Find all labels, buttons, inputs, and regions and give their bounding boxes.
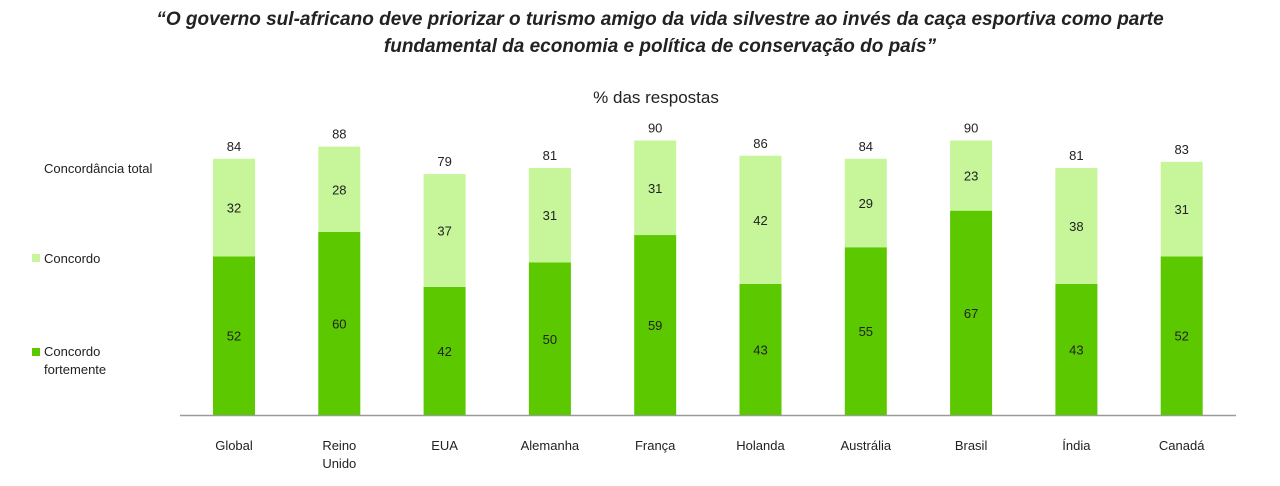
bar-concordo-fortemente-brasil <box>950 210 993 415</box>
bar-concordo-fortemente-australia <box>844 247 887 415</box>
category-label-franca: França <box>635 438 676 453</box>
chart-title: “O governo sul-africano deve priorizar o… <box>60 6 1260 60</box>
bar-concordo-alemanha <box>528 167 571 263</box>
data-label-concordo-holanda: 42 <box>753 213 767 228</box>
bar-concordo-australia <box>844 158 887 248</box>
bar-concordo-fortemente-global <box>213 256 255 415</box>
bar-concordo-franca <box>634 140 677 236</box>
legend-total-label: Concordância total <box>44 161 153 176</box>
legend-swatch-concordo <box>32 254 40 262</box>
data-label-concordo-fortemente-australia: 55 <box>859 324 873 339</box>
data-label-concordo-fortemente-holanda: 43 <box>753 342 767 357</box>
data-label-concordo-global: 32 <box>227 201 241 216</box>
bar-concordo-india <box>1055 167 1098 284</box>
bar-concordo-brasil <box>950 140 993 211</box>
bar-concordo-canada <box>1160 161 1203 257</box>
data-label-concordo-australia: 29 <box>859 196 873 211</box>
total-label-franca: 90 <box>648 121 662 136</box>
total-label-australia: 84 <box>859 139 873 154</box>
category-label-global: Global <box>215 438 253 453</box>
data-label-concordo-fortemente-brasil: 67 <box>964 306 978 321</box>
total-label-reino-unido: 88 <box>332 127 346 142</box>
bar-concordo-fortemente-canada <box>1160 256 1203 415</box>
chart-title-line-2: fundamental da economia e política de co… <box>383 36 937 57</box>
bar-concordo-fortemente-india <box>1055 283 1098 415</box>
legend-label-concordo: Concordo <box>44 251 101 266</box>
data-label-concordo-fortemente-franca: 59 <box>648 318 662 333</box>
data-label-concordo-fortemente-canada: 52 <box>1174 329 1188 344</box>
legend-label-concordo-fortemente: Concordo fortemente <box>44 344 107 377</box>
bar-concordo-fortemente-alemanha <box>528 262 571 415</box>
category-label-alemanha: Alemanha <box>521 438 580 453</box>
bar-concordo-fortemente-holanda <box>739 283 782 415</box>
data-label-concordo-fortemente-eua: 42 <box>437 344 451 359</box>
chart-subtitle: % das respostas <box>593 88 719 107</box>
category-label-reino-unido: Reino Unido <box>322 438 356 471</box>
total-label-eua: 79 <box>437 154 451 169</box>
data-label-concordo-fortemente-alemanha: 50 <box>543 332 557 347</box>
total-label-global: 84 <box>227 139 241 154</box>
bar-concordo-holanda <box>739 155 782 284</box>
total-label-india: 81 <box>1069 148 1083 163</box>
bar-concordo-fortemente-franca <box>634 235 677 415</box>
data-label-concordo-eua: 37 <box>437 223 451 238</box>
total-label-brasil: 90 <box>964 121 978 136</box>
data-label-concordo-reino-unido: 28 <box>332 182 346 197</box>
data-label-concordo-brasil: 23 <box>964 169 978 184</box>
category-label-eua: EUA <box>431 438 458 453</box>
data-label-concordo-canada: 31 <box>1174 202 1188 217</box>
legend-item-concordo: Concordo <box>32 250 100 268</box>
category-label-holanda: Holanda <box>736 438 785 453</box>
category-label-india: Índia <box>1062 438 1091 453</box>
data-label-concordo-india: 38 <box>1069 219 1083 234</box>
data-label-concordo-fortemente-india: 43 <box>1069 342 1083 357</box>
total-label-holanda: 86 <box>753 136 767 151</box>
bar-concordo-fortemente-reino-unido <box>318 232 361 415</box>
data-label-concordo-alemanha: 31 <box>543 208 557 223</box>
bar-concordo-eua <box>423 174 466 287</box>
category-label-brasil: Brasil <box>955 438 988 453</box>
total-label-alemanha: 81 <box>543 148 557 163</box>
data-label-concordo-fortemente-global: 52 <box>227 329 241 344</box>
legend-item-concordo-fortemente: Concordo fortemente <box>32 343 132 379</box>
legend-swatch-concordo-fortemente <box>32 348 40 356</box>
data-label-concordo-fortemente-reino-unido: 60 <box>332 317 346 332</box>
data-label-concordo-franca: 31 <box>648 181 662 196</box>
category-label-australia: Austrália <box>841 438 892 453</box>
category-label-canada: Canadá <box>1159 438 1205 453</box>
bar-concordo-reino-unido <box>318 146 361 232</box>
bar-concordo-global <box>213 158 255 257</box>
bar-concordo-fortemente-eua <box>423 286 466 415</box>
chart-title-line-1: “O governo sul-africano deve priorizar o… <box>156 9 1164 30</box>
total-label-canada: 83 <box>1174 142 1188 157</box>
